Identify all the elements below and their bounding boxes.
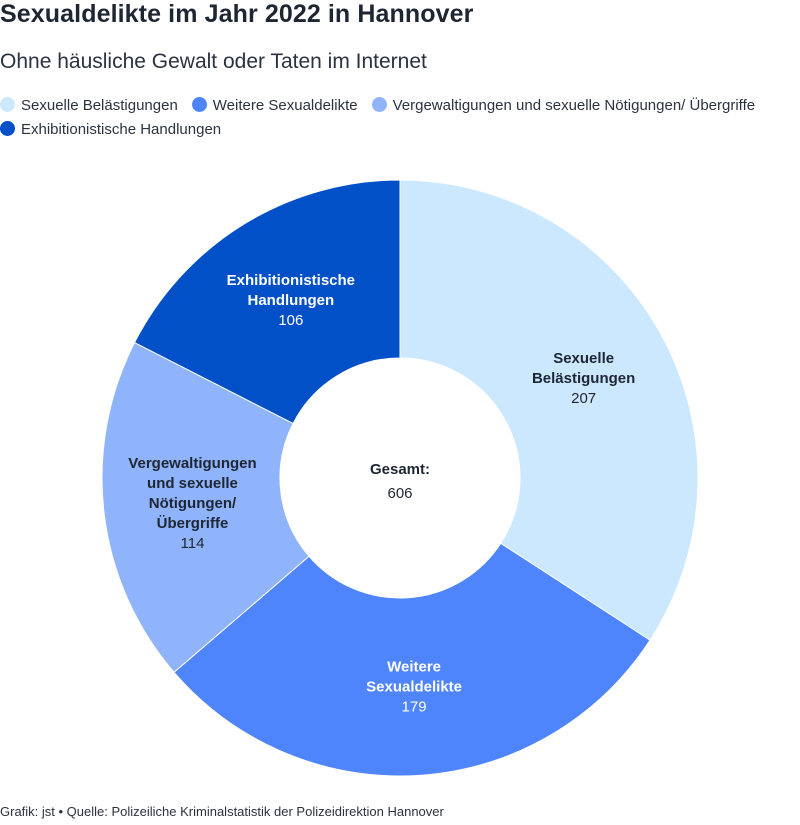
legend-label: Weitere Sexualdelikte	[212, 97, 358, 114]
slice-value: 114	[181, 535, 205, 552]
center-total: 606	[387, 485, 412, 502]
slice-label-line: Nötigungen/	[149, 495, 237, 512]
slice-label-line: Sexualdelikte	[366, 679, 462, 696]
legend-item: Vergewaltigungen und sexuelle Nötigungen…	[371, 94, 756, 118]
legend-swatch	[0, 97, 15, 112]
legend-label: Sexuelle Belästigungen	[21, 97, 178, 114]
slice-label-line: Belästigungen	[532, 370, 635, 387]
donut-slice	[101, 341, 310, 674]
legend-swatch	[0, 121, 15, 136]
chart-legend: Sexuelle Belästigungen Weitere Sexualdeli…	[0, 94, 790, 142]
slice-label-line: Handlungen	[248, 292, 335, 309]
source-footer: Grafik: jst • Quelle: Polizeiliche Krimi…	[0, 804, 444, 819]
slice-value: 207	[571, 390, 596, 407]
slice-label: Exhibitionistische Handlungen 106	[227, 272, 355, 329]
legend-swatch	[371, 97, 387, 112]
legend-swatch	[191, 97, 207, 112]
legend-item: Exhibitionistische Handlungen	[0, 118, 221, 142]
slice-label: Weitere Sexualdelikte 179	[366, 659, 462, 716]
slice-value: 179	[402, 699, 427, 716]
donut-slice	[133, 179, 401, 425]
slice-label-line: Exhibitionistische	[227, 272, 355, 289]
slice-label: Vergewaltigungen und sexuelle Nötigungen/Ü…	[128, 455, 256, 552]
chart-subtitle: Ohne häusliche Gewalt oder Taten im Inte…	[0, 50, 427, 73]
slice-label-line: Vergewaltigungen	[128, 455, 256, 472]
center-label: Gesamt:	[370, 461, 430, 478]
donut-slice	[399, 179, 699, 641]
legend-label: Vergewaltigungen und sexuelle Nötigungen…	[392, 97, 756, 114]
slice-label-line: Weitere	[387, 659, 441, 676]
slice-label: Sexuelle Belästigungen 207	[532, 350, 635, 407]
slice-label-line: Übergriffe	[157, 515, 229, 532]
donut-slice	[173, 542, 651, 777]
slice-label-line: und sexuelle	[147, 475, 238, 492]
legend-item: Sexuelle Belästigungen	[0, 94, 178, 118]
chart-title: Sexualdelikte im Jahr 2022 in Hannover	[0, 0, 474, 28]
slice-value: 106	[278, 312, 303, 329]
slice-label-line: Sexuelle	[553, 350, 614, 367]
legend-label: Exhibitionistische Handlungen	[21, 121, 222, 138]
legend-item: Weitere Sexualdelikte	[191, 94, 358, 118]
